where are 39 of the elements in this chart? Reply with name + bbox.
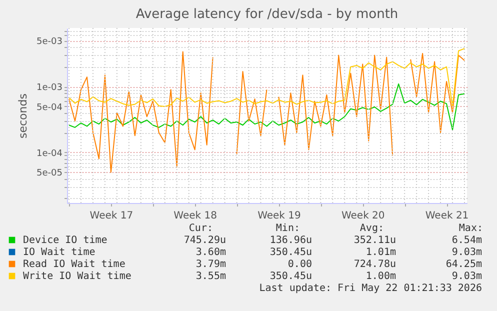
- line-series: [68, 83, 466, 130]
- text: Cur:: [188, 223, 213, 234]
- text: 352.11u: [354, 235, 396, 246]
- text: 745.29u: [184, 235, 226, 246]
- line-series: [68, 48, 466, 107]
- text: Avg:: [360, 223, 384, 234]
- text: 350.45u: [270, 247, 312, 258]
- legend-label: Write IO Wait time: [23, 271, 132, 282]
- text: 0.00: [288, 259, 312, 270]
- x-tick-label: Week 18: [174, 210, 217, 222]
- text: 1.01m: [366, 247, 396, 258]
- text: 136.96u: [270, 235, 312, 246]
- y-tick-label: 5e-05: [36, 168, 62, 179]
- text: 9.03m: [452, 271, 482, 282]
- legend-label: Device IO time: [23, 235, 108, 246]
- text: 350.45u: [270, 271, 312, 282]
- text: 64.25m: [446, 259, 482, 270]
- x-tick-label: Week 19: [258, 210, 301, 222]
- text: 3.79m: [196, 259, 226, 270]
- text: 724.78u: [354, 259, 396, 270]
- text: 3.55m: [196, 271, 226, 282]
- x-tick-label: Week 21: [425, 210, 469, 222]
- text: Max:: [458, 223, 483, 234]
- legend-label: Read IO Wait time: [23, 259, 126, 270]
- y-tick-label: 5e-04: [36, 102, 63, 113]
- chart-title: Average latency for /dev/sda - by month: [136, 7, 398, 22]
- text: 1.00m: [366, 271, 396, 282]
- legend-label: IO Wait time: [23, 247, 96, 258]
- y-axis-title: seconds: [16, 93, 30, 138]
- text: Min:: [276, 223, 300, 234]
- x-tick-label: Week 17: [90, 210, 134, 222]
- y-tick-label: 5e-03: [36, 37, 62, 48]
- text: 6.54m: [452, 235, 482, 246]
- text: 3.60m: [196, 247, 226, 258]
- text: 9.03m: [452, 247, 482, 258]
- text: Last update: Fri May 22 01:21:33 2026: [259, 283, 482, 294]
- y-tick-label: 1e-04: [36, 148, 63, 159]
- x-tick-label: Week 20: [341, 210, 385, 222]
- y-tick-label: 1e-03: [36, 83, 62, 94]
